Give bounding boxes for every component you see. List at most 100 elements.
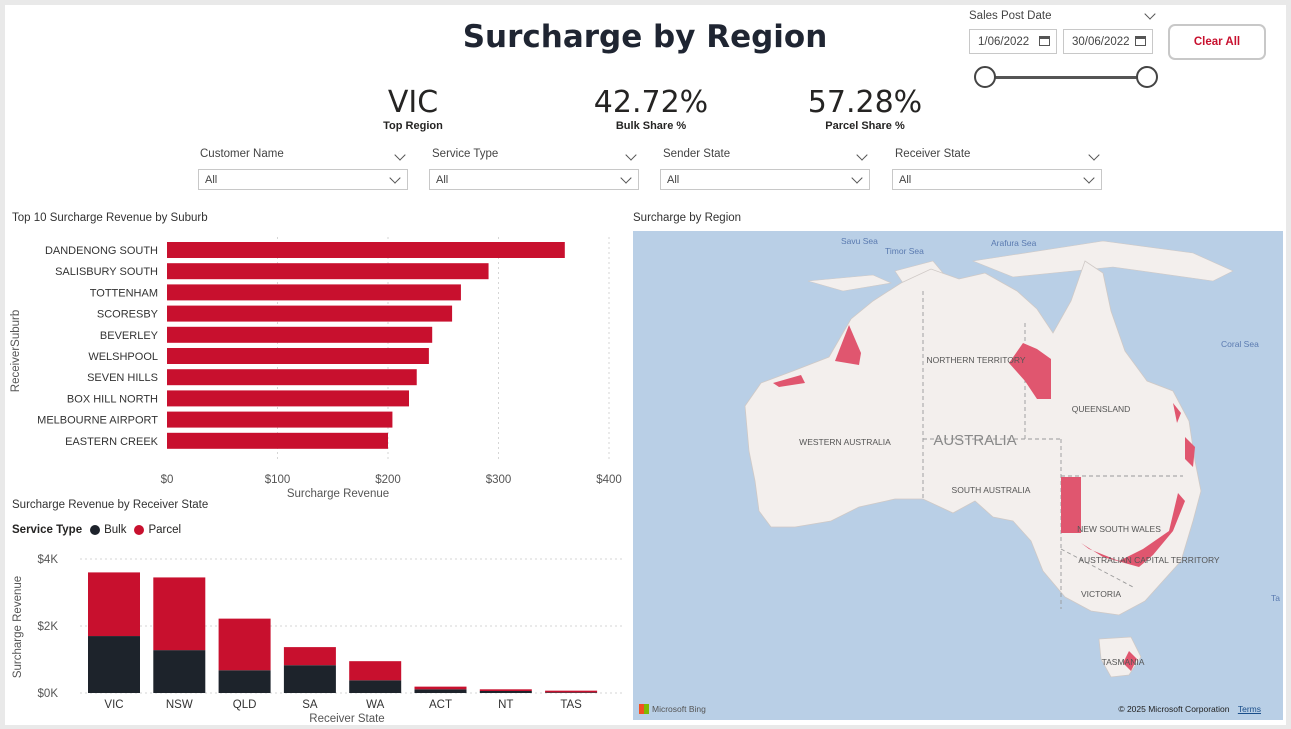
slicer-dropdown[interactable]: All: [892, 169, 1102, 190]
legend-bulk-label[interactable]: Bulk: [104, 524, 127, 536]
state-chart-legend: Service Type Bulk Parcel: [12, 524, 181, 536]
slicer-dropdown[interactable]: All: [429, 169, 639, 190]
suburb-bar[interactable]: [167, 432, 388, 449]
kpi-parcel-share-value: 57.28%: [807, 85, 923, 120]
map-label-queensland: QUEENSLAND: [1072, 404, 1131, 414]
slicer-value: All: [205, 174, 218, 186]
state-bar-bulk[interactable]: [283, 665, 336, 693]
date-range-slider[interactable]: [985, 76, 1147, 79]
date-start-input[interactable]: 1/06/2022: [969, 29, 1057, 54]
map-canvas[interactable]: WESTERN AUSTRALIA NORTHERN TERRITORY SOU…: [633, 231, 1283, 720]
suburb-bar[interactable]: [167, 284, 461, 301]
slicer-label: Service Type: [432, 148, 499, 160]
state-bar-bulk[interactable]: [479, 690, 532, 693]
state-bar-parcel[interactable]: [283, 647, 336, 666]
date-filter-label: Sales Post Date: [969, 10, 1052, 22]
kpi-parcel-share: 57.28% Parcel Share %: [775, 85, 955, 132]
suburb-bar[interactable]: [167, 263, 489, 280]
chevron-down-icon: [1083, 172, 1095, 184]
state-bar-parcel[interactable]: [479, 689, 532, 691]
map-credit-label: Microsoft Bing: [652, 704, 706, 714]
map-surcharge-highlights[interactable]: [773, 325, 1195, 671]
slicer-value: All: [899, 174, 912, 186]
y-tick-label: $4K: [38, 554, 59, 566]
kpi-top-region: VIC Top Region: [323, 85, 503, 132]
slicer-receiver-state: Receiver State All: [892, 148, 1102, 196]
map-credit: Microsoft Bing: [639, 704, 706, 714]
map-title: Surcharge by Region: [633, 212, 742, 224]
y-category-label: BOX HILL NORTH: [67, 393, 158, 405]
map-label-western-australia: WESTERN AUSTRALIA: [799, 437, 891, 447]
suburb-bar[interactable]: [167, 326, 433, 343]
state-bar-bulk[interactable]: [218, 670, 271, 693]
x-category-label: NT: [498, 699, 513, 711]
suburb-bar[interactable]: [167, 411, 393, 428]
state-bar-bulk[interactable]: [153, 650, 206, 693]
legend-title: Service Type: [12, 524, 83, 536]
suburb-bar[interactable]: [167, 242, 565, 258]
x-category-label: NSW: [166, 699, 193, 711]
state-bar-parcel[interactable]: [88, 572, 140, 637]
state-bar-parcel[interactable]: [349, 661, 402, 681]
y-axis-title: Surcharge Revenue: [12, 576, 24, 678]
kpi-parcel-share-label: Parcel Share %: [825, 120, 905, 132]
x-axis-title: Surcharge Revenue: [287, 488, 389, 500]
slicer-dropdown[interactable]: All: [198, 169, 408, 190]
slicer-label: Receiver State: [895, 148, 971, 160]
map-land-island: [807, 274, 893, 292]
map-sea-labels: Savu Sea Timor Sea Arafura Sea Coral Sea…: [841, 236, 1280, 603]
microsoft-logo-icon: [639, 704, 649, 714]
x-tick-label: $400: [596, 474, 622, 486]
y-category-label: BEVERLEY: [100, 330, 159, 342]
x-axis-title: Receiver State: [309, 713, 384, 723]
clear-all-button[interactable]: Clear All: [1168, 24, 1266, 60]
slicer-value: All: [436, 174, 449, 186]
map-sea-label: Coral Sea: [1221, 339, 1259, 349]
slicer-label: Sender State: [663, 148, 731, 160]
state-bar-bulk[interactable]: [545, 692, 598, 693]
suburb-bar[interactable]: [167, 348, 429, 364]
slicer-customer-name: Customer Name All: [198, 148, 408, 196]
suburb-bar[interactable]: [167, 305, 453, 322]
kpi-top-region-label: Top Region: [383, 120, 443, 132]
date-filter-chevron-icon[interactable]: [1144, 8, 1156, 20]
legend-parcel-label[interactable]: Parcel: [148, 524, 182, 536]
state-bar-parcel[interactable]: [153, 577, 206, 651]
kpi-top-region-value: VIC: [387, 85, 439, 120]
calendar-icon[interactable]: [1039, 36, 1050, 46]
calendar-icon[interactable]: [1135, 36, 1146, 46]
suburb-bar[interactable]: [167, 390, 409, 407]
map-label-country: AUSTRALIA: [933, 432, 1016, 449]
date-end-value: 30/06/2022: [1072, 36, 1130, 48]
slicer-dropdown[interactable]: All: [660, 169, 870, 190]
y-category-label: SCORESBY: [97, 309, 159, 321]
state-bar-parcel[interactable]: [545, 690, 598, 693]
slicer-value: All: [667, 174, 680, 186]
suburb-bar-chart: $0 $100 $200 $300 $400 DANDENONG SOUTH SALISBU…: [10, 237, 622, 500]
date-range-end-handle[interactable]: [1136, 66, 1158, 88]
chevron-down-icon: [851, 172, 863, 184]
date-range-start-handle[interactable]: [974, 66, 996, 88]
state-bar-bulk[interactable]: [88, 636, 140, 693]
map-terms-link[interactable]: Terms: [1237, 704, 1261, 714]
map-copyright-text: © 2025 Microsoft Corporation: [1118, 704, 1230, 714]
y-category-label: SEVEN HILLS: [87, 372, 158, 384]
map-labels: WESTERN AUSTRALIA NORTHERN TERRITORY SOU…: [799, 355, 1220, 667]
suburb-bar[interactable]: [167, 369, 417, 386]
state-bar-bulk[interactable]: [349, 680, 402, 693]
date-end-input[interactable]: 30/06/2022: [1063, 29, 1153, 54]
y-category-label: DANDENONG SOUTH: [45, 245, 158, 257]
map-label-northern-territory: NORTHERN TERRITORY: [926, 355, 1025, 365]
region-map[interactable]: WESTERN AUSTRALIA NORTHERN TERRITORY SOU…: [633, 231, 1283, 720]
map-label-victoria: VICTORIA: [1081, 589, 1121, 599]
map-label-new-south-wales: NEW SOUTH WALES: [1077, 524, 1161, 534]
state-chart-title: Surcharge Revenue by Receiver State: [12, 499, 209, 511]
x-tick-label: $200: [375, 474, 401, 486]
kpi-bulk-share: 42.72% Bulk Share %: [561, 85, 741, 132]
y-tick-label: $0K: [38, 688, 59, 700]
state-bar-bulk[interactable]: [414, 689, 467, 693]
y-axis-title: ReceiverSuburb: [10, 310, 22, 392]
x-category-label: SA: [302, 699, 318, 711]
state-bar-parcel[interactable]: [414, 686, 467, 690]
state-bar-parcel[interactable]: [218, 618, 271, 671]
